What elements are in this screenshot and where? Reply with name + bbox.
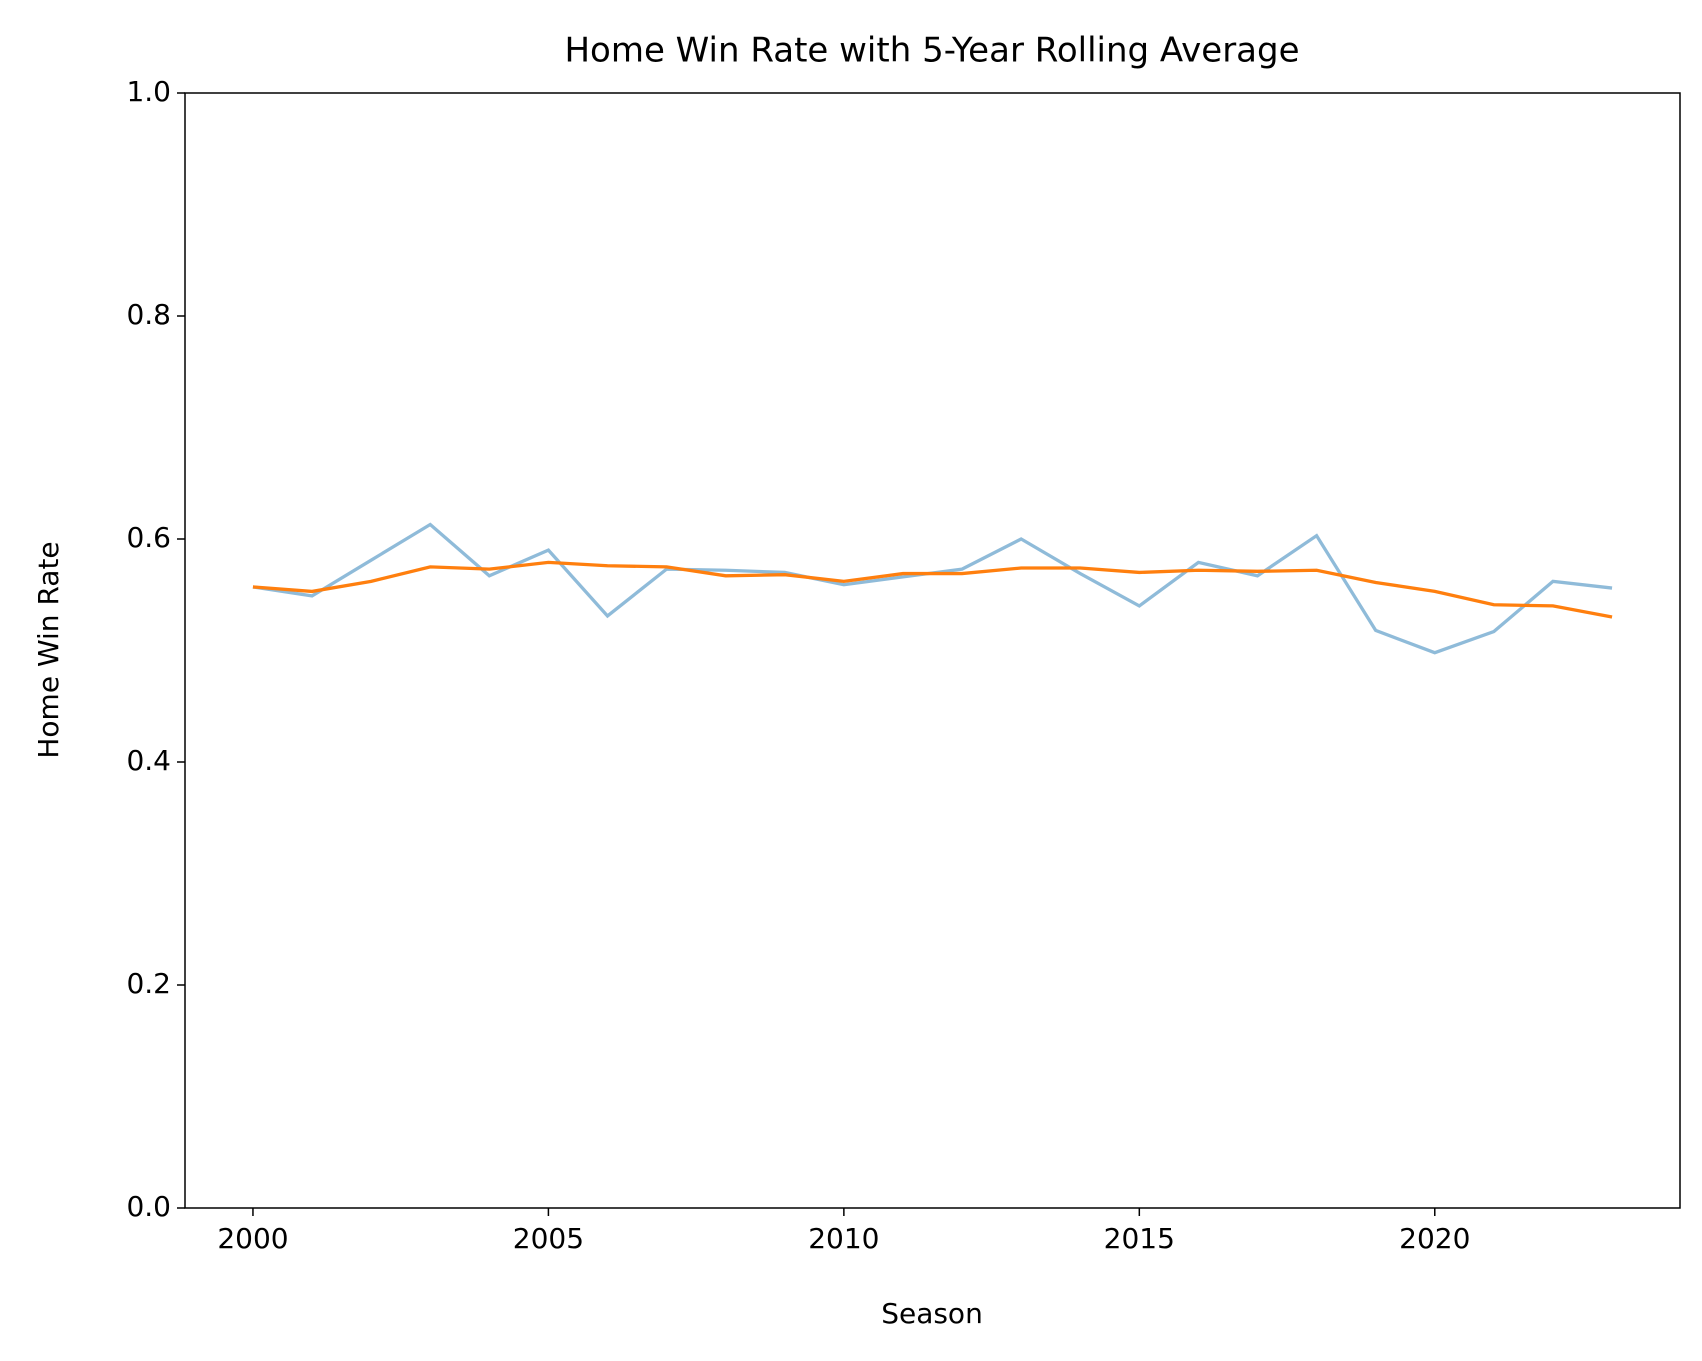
y-axis-label: Home Win Rate xyxy=(32,541,65,758)
chart-title: Home Win Rate with 5-Year Rolling Averag… xyxy=(564,31,1299,71)
y-tick-label: 0.0 xyxy=(126,1190,171,1223)
x-tick-label: 2015 xyxy=(1104,1222,1175,1255)
x-axis-label: Season xyxy=(881,1297,983,1330)
line-series xyxy=(252,560,1613,619)
y-tick-label: 0.8 xyxy=(126,298,171,331)
y-tick-label: 0.6 xyxy=(126,521,171,554)
x-tick-label: 2000 xyxy=(217,1222,288,1255)
x-tick-label: 2010 xyxy=(808,1222,879,1255)
plot-frame xyxy=(184,92,1681,1209)
x-tick-label: 2020 xyxy=(1399,1222,1470,1255)
y-tick-label: 0.4 xyxy=(126,744,171,777)
y-tick-label: 1.0 xyxy=(126,75,171,108)
x-tick-label: 2005 xyxy=(513,1222,584,1255)
y-tick-label: 0.2 xyxy=(126,967,171,1000)
